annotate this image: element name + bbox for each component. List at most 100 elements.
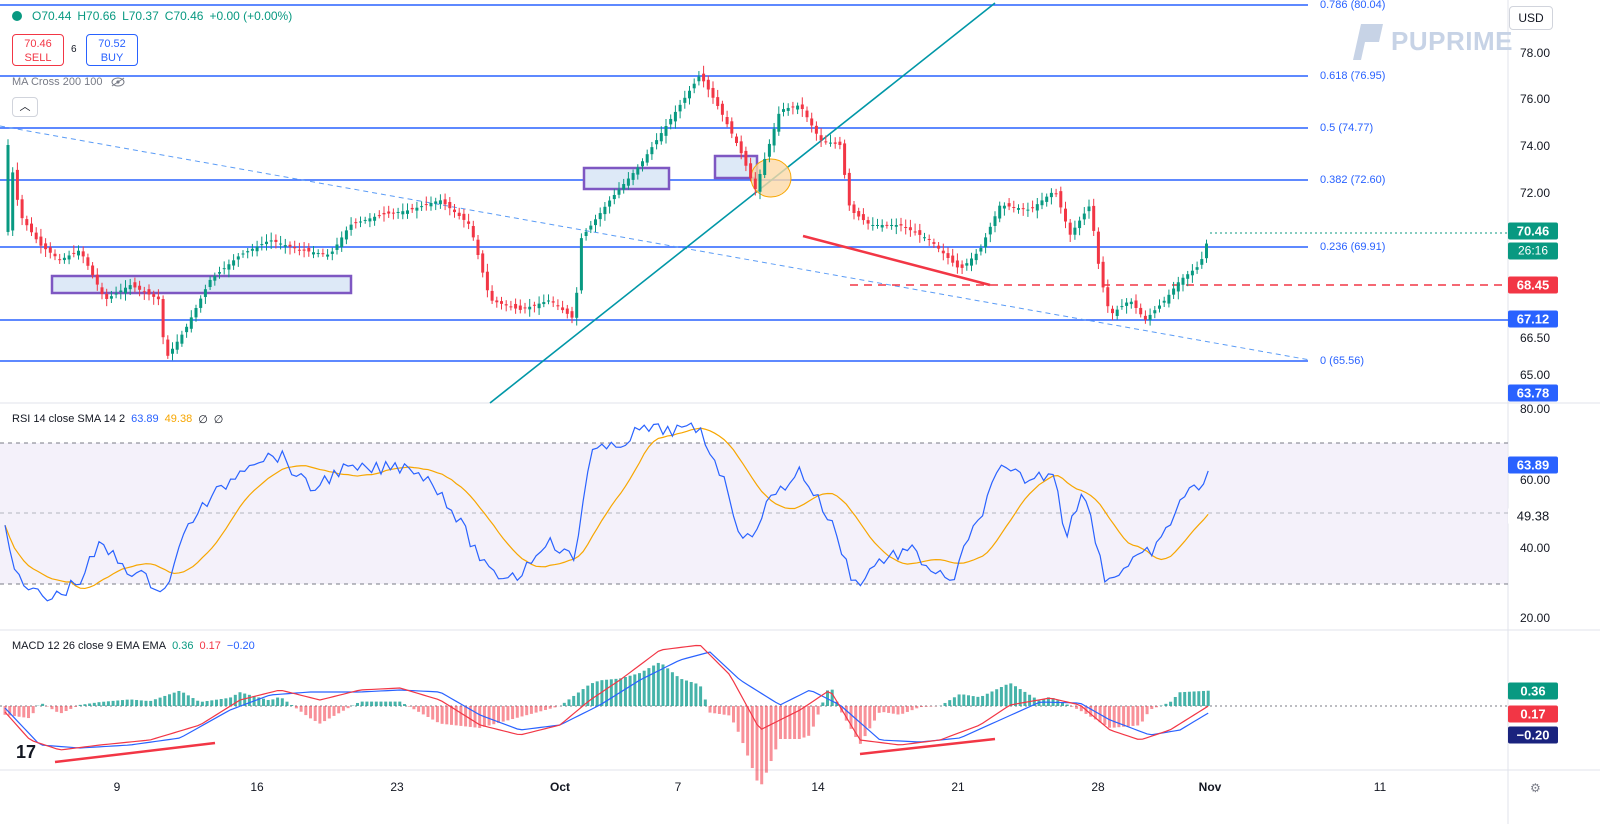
candle-body	[1158, 305, 1161, 309]
candle-body	[307, 247, 311, 252]
macd-legend[interactable]: MACD 12 26 close 9 EMA EMA 0.36 0.17 −0.…	[12, 640, 255, 652]
candle-body	[500, 301, 503, 304]
candle-body	[119, 290, 123, 292]
descending-trendline[interactable]	[0, 125, 1311, 361]
macd-hist-bar	[1202, 690, 1205, 706]
candle-body	[1040, 200, 1044, 206]
candle-body	[960, 264, 964, 268]
ma-indicator-label[interactable]: MA Cross 200 100	[12, 76, 125, 88]
macd-hist-bar	[1004, 684, 1008, 706]
macd-hist-bar	[473, 706, 477, 728]
macd-hist-bar	[332, 706, 336, 716]
price-axis-label: 65.00	[1520, 368, 1551, 382]
fib-lines[interactable]	[0, 4, 1508, 362]
divergence-line-price[interactable]	[802, 234, 991, 287]
candle-body	[34, 232, 38, 240]
macd-hist-bar	[403, 704, 406, 706]
candle-body	[1017, 208, 1020, 210]
macd-hist-bar	[567, 699, 571, 706]
macd-hist-bar	[290, 705, 294, 706]
candle-body	[725, 117, 729, 125]
candle-body	[1012, 206, 1016, 208]
hidden-eye-icon[interactable]	[111, 77, 125, 87]
candle-body	[1115, 309, 1119, 316]
macd-hist-bar	[1122, 706, 1126, 727]
candle-body	[363, 219, 367, 221]
macd-hist-bar	[802, 706, 806, 738]
macd-hist-bar	[694, 683, 698, 706]
buy-button[interactable]: 70.52 BUY	[86, 34, 138, 66]
macd-hist-bar	[158, 697, 162, 706]
divergence-line-macd-2[interactable]	[859, 737, 996, 756]
candle-body	[218, 272, 221, 274]
macd-hist-bar	[78, 704, 82, 706]
rsi-extra-1: ∅	[198, 414, 208, 426]
candle-body	[1143, 315, 1147, 320]
candle-body	[152, 294, 156, 297]
candle-body	[485, 271, 489, 291]
candle-body	[171, 348, 174, 354]
candle-body	[434, 201, 438, 204]
rsi-legend[interactable]: RSI 14 close SMA 14 2 63.89 49.38 ∅ ∅	[12, 413, 223, 426]
candle-body	[213, 276, 217, 281]
macd-hist-bar	[163, 695, 167, 706]
macd-hist-bar	[553, 706, 557, 708]
macd-hist-bar	[501, 706, 505, 722]
macd-hist-bar	[647, 668, 651, 706]
macd-hist-bar	[1112, 706, 1116, 728]
rsi-extra-2: ∅	[213, 414, 224, 426]
candle-body	[645, 154, 649, 163]
highlight-circle[interactable]	[750, 158, 792, 198]
candle-body	[387, 211, 391, 214]
macd-hist-bar	[1197, 691, 1201, 706]
candle-body	[77, 250, 80, 256]
candle-body	[612, 194, 616, 200]
candle-body	[495, 300, 499, 303]
candle-body	[138, 285, 142, 290]
time-tick: 9	[113, 780, 121, 794]
macd-hist-bar	[863, 706, 867, 737]
ascending-trendline[interactable]	[489, 2, 996, 404]
macd-hist-bar	[1145, 706, 1149, 715]
candle-body	[626, 178, 630, 186]
collapse-legend-button[interactable]: ︿	[12, 97, 38, 117]
macd-hist-bar	[910, 706, 914, 711]
candle-body	[692, 83, 696, 89]
sell-button[interactable]: 70.46 SELL	[12, 34, 64, 66]
macd-hist-bar	[713, 706, 717, 714]
macd-hist-bar	[732, 706, 735, 723]
candle-body	[1129, 301, 1133, 305]
macd-hist-bar	[920, 706, 923, 708]
macd-hist-bar	[370, 701, 374, 706]
candle-body	[279, 243, 283, 245]
macd-hist-bar	[135, 699, 139, 706]
tradingview-logo-icon[interactable]: 17	[16, 742, 37, 762]
macd-hist-bar	[1169, 701, 1173, 706]
candle-body	[683, 97, 687, 103]
macd-signal-line	[4, 651, 1209, 749]
macd-hist-bar	[943, 702, 947, 706]
macd-hist-bar	[191, 698, 195, 706]
buy-price: 70.52	[98, 38, 126, 50]
candle-body	[20, 199, 24, 219]
macd-hist-bar	[55, 706, 59, 712]
macd-hist-bar	[901, 706, 905, 714]
macd-hist-bar	[266, 700, 270, 706]
macd-hist-bar	[548, 706, 552, 709]
consolidation-box-2[interactable]	[582, 166, 671, 191]
macd-hist-bar	[623, 677, 627, 706]
divergence-line-macd-1[interactable]	[54, 741, 216, 764]
spread-value: 6	[71, 44, 77, 55]
macd-hist-bar	[31, 706, 35, 714]
candle-body	[410, 207, 414, 210]
currency-selector[interactable]: USD	[1509, 6, 1553, 30]
settings-gear-icon[interactable]: ⚙	[1530, 781, 1541, 795]
macd-hist-bar	[1206, 690, 1210, 706]
candle-body	[617, 189, 621, 195]
macd-hist-bar	[605, 679, 609, 706]
macd-hist-bar	[689, 681, 693, 706]
macd-hist-bar	[976, 696, 980, 706]
macd-hist-bar	[1014, 686, 1017, 706]
